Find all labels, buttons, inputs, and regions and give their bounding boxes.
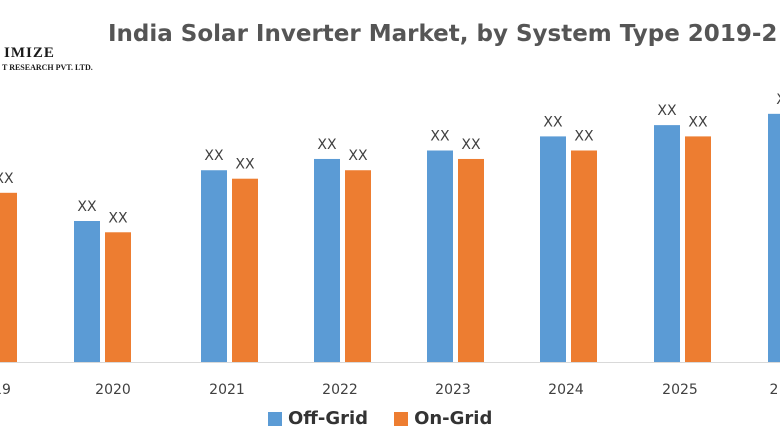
x-tick-label-2020: 2020: [95, 382, 131, 398]
x-tick-label-2021: 2021: [209, 382, 245, 398]
x-tick-label-19: 19: [0, 382, 11, 398]
data-label-on-grid-2021: XX: [235, 157, 255, 173]
bar-on-grid-2024: [571, 150, 597, 362]
data-label-on-grid-2020: XX: [108, 210, 128, 226]
bar-on-grid-2021: [232, 178, 258, 362]
legend-label-on-grid: On-Grid: [414, 408, 493, 429]
x-tick-label-2024: 2024: [548, 382, 584, 398]
bar-on-grid-19: [0, 192, 17, 362]
x-tick-label-2: 2: [770, 382, 779, 398]
bar-on-grid-2020: [105, 232, 131, 362]
bar-on-grid-2025: [685, 136, 711, 362]
company-logo-text: IMIZE: [4, 45, 55, 61]
data-label-off-grid-2025: XX: [657, 103, 677, 119]
data-label-on-grid-2025: XX: [688, 114, 708, 130]
bar-off-grid-2024: [540, 136, 566, 362]
bar-off-grid-2025: [654, 125, 680, 363]
data-label-off-grid-2021: XX: [204, 148, 224, 164]
bar-off-grid-2: [768, 113, 780, 362]
data-label-on-grid-2023: XX: [461, 137, 481, 153]
data-label-off-grid-2024: XX: [543, 114, 563, 130]
data-label-off-grid-2023: XX: [430, 129, 450, 145]
bar-off-grid-2020: [74, 221, 100, 362]
data-label-on-grid-2022: XX: [348, 148, 368, 164]
data-label-off-grid-2: X: [776, 92, 780, 108]
data-label-on-grid-2024: XX: [574, 129, 594, 145]
legend-item-on-grid: On-Grid: [394, 408, 492, 429]
legend: Off-Grid On-Grid: [268, 408, 492, 429]
bar-off-grid-2022: [314, 158, 340, 362]
x-tick-label-2023: 2023: [435, 382, 471, 398]
legend-swatch-on-grid: [394, 411, 409, 426]
bar-off-grid-2021: [201, 170, 227, 362]
data-label-on-grid-19: XX: [0, 171, 14, 187]
bar-on-grid-2022: [345, 170, 371, 362]
data-label-off-grid-2020: XX: [77, 199, 97, 215]
bar-on-grid-2023: [458, 158, 484, 362]
bar-off-grid-2023: [427, 150, 453, 362]
x-tick-label-2025: 2025: [662, 382, 698, 398]
chart-title: India Solar Inverter Market, by System T…: [108, 21, 778, 47]
legend-label-off-grid: Off-Grid: [288, 408, 369, 429]
data-label-off-grid-2022: XX: [317, 137, 337, 153]
legend-item-off-grid: Off-Grid: [268, 408, 368, 429]
x-tick-label-2022: 2022: [322, 382, 358, 398]
company-logo-subtext: T RESEARCH PVT. LTD.: [2, 63, 93, 72]
legend-swatch-off-grid: [268, 411, 282, 426]
